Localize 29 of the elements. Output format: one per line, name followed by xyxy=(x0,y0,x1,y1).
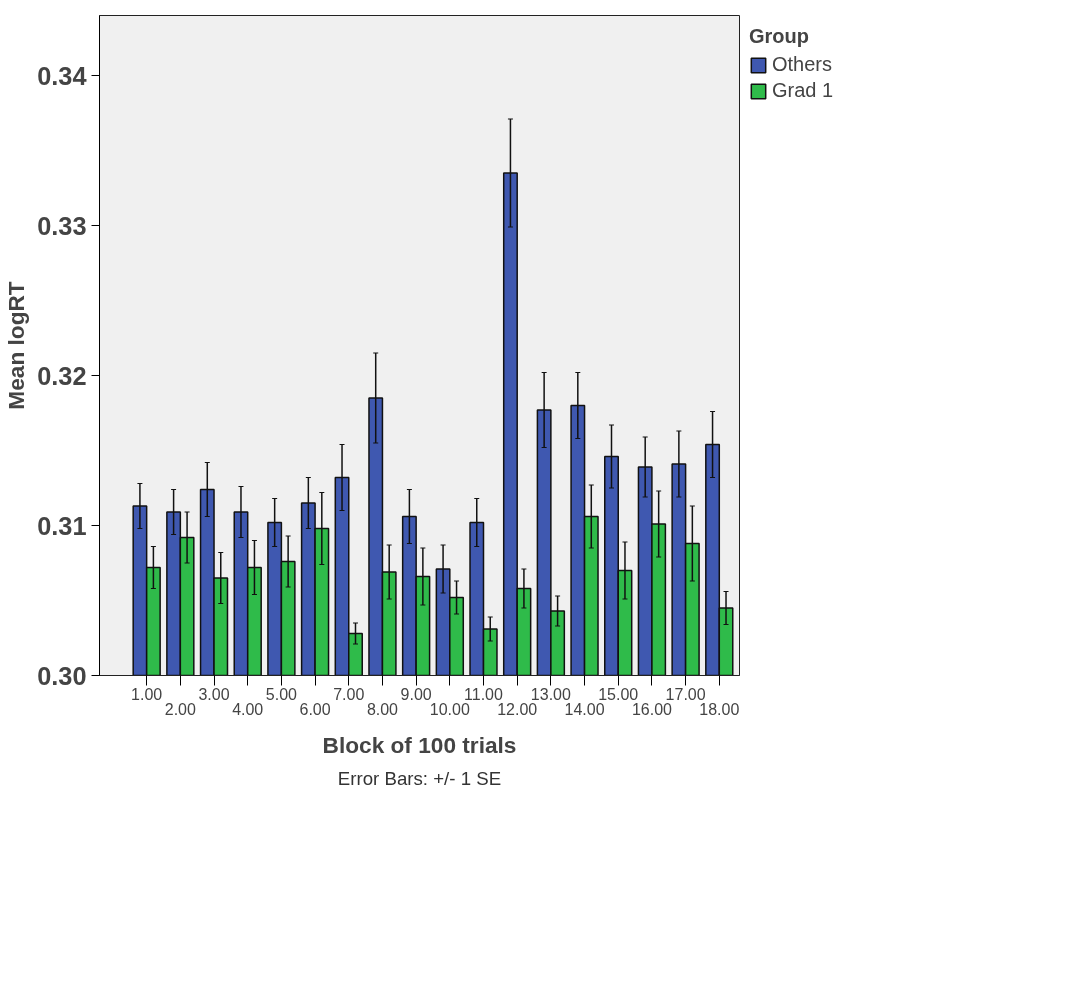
x-tick-label: 2.00 xyxy=(164,700,197,718)
legend-label: Grad 1 xyxy=(772,79,834,102)
x-tick-label: 15.00 xyxy=(598,685,639,703)
x-tick-label: 12.00 xyxy=(497,700,538,718)
y-tick-label: 0.32 xyxy=(37,361,87,390)
x-tick-label: 16.00 xyxy=(631,700,673,718)
x-tick-label: 6.00 xyxy=(299,700,331,718)
y-tick-label: 0.31 xyxy=(37,511,87,540)
x-tick-label: 13.00 xyxy=(530,685,571,703)
x-tick-label: 7.00 xyxy=(333,685,365,703)
x-tick-label: 8.00 xyxy=(366,700,399,718)
y-tick-label: 0.34 xyxy=(37,61,87,90)
x-tick-label: 17.00 xyxy=(665,685,706,703)
x-tick-label: 10.00 xyxy=(429,700,470,718)
x-tick-label: 1.00 xyxy=(131,685,163,703)
legend-label: Others xyxy=(772,53,833,76)
y-tick-label: 0.30 xyxy=(37,661,87,690)
x-tick-label: 11.00 xyxy=(464,685,504,703)
x-tick-label: 18.00 xyxy=(699,700,740,718)
y-axis-title: Mean logRT xyxy=(3,281,30,410)
x-tick-label: 3.00 xyxy=(198,685,230,703)
x-tick-label: 14.00 xyxy=(564,700,605,718)
x-axis-title: Block of 100 trials xyxy=(322,731,517,758)
legend-title: Group xyxy=(749,25,810,48)
text: Error Bars: +/- 1 SE xyxy=(337,767,502,789)
x-tick-label: 9.00 xyxy=(400,685,432,703)
y-tick-label: 0.33 xyxy=(37,211,87,240)
x-tick-label: 4.00 xyxy=(232,700,264,718)
x-tick-label: 5.00 xyxy=(265,685,298,703)
